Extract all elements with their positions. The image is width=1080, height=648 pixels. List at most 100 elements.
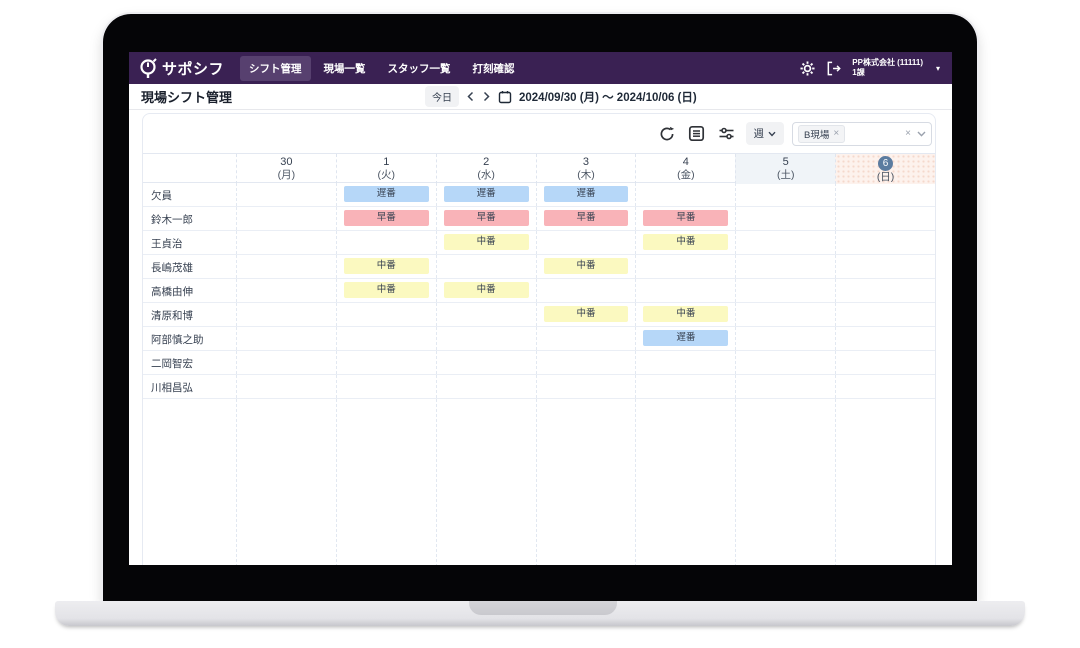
shift-cell-r2-c3[interactable] [535, 231, 636, 254]
tag-remove-icon[interactable]: × [833, 127, 840, 139]
shift-cell-r5-c0[interactable] [236, 303, 336, 326]
shift-cell-r7-c3[interactable] [535, 351, 636, 374]
list-view-icon[interactable] [686, 123, 708, 145]
shift-cell-r8-c5[interactable] [735, 375, 835, 398]
shift-cell-r0-c5[interactable] [735, 183, 835, 206]
shift-cell-r6-c1[interactable] [335, 327, 436, 350]
shift-cell-r7-c6[interactable] [835, 351, 935, 374]
shift-chip-early[interactable]: 早番 [543, 210, 629, 226]
shift-chip-mid[interactable]: 中番 [543, 258, 629, 274]
shift-chip-mid[interactable]: 中番 [543, 306, 629, 322]
shift-chip-early[interactable]: 早番 [643, 210, 729, 226]
period-select[interactable]: 週 [745, 122, 784, 145]
shift-cell-r6-c3[interactable] [535, 327, 636, 350]
nav-item-2[interactable]: スタッフ一覧 [387, 62, 451, 75]
shift-cell-r0-c3[interactable]: 遅番 [535, 183, 636, 206]
shift-cell-r5-c4[interactable]: 中番 [635, 303, 735, 326]
shift-cell-r8-c6[interactable] [835, 375, 935, 398]
shift-cell-r1-c0[interactable] [236, 207, 336, 230]
shift-cell-r7-c0[interactable] [236, 351, 336, 374]
shift-cell-r0-c2[interactable]: 遅番 [435, 183, 536, 206]
shift-chip-mid[interactable]: 中番 [443, 234, 529, 250]
shift-cell-r8-c1[interactable] [335, 375, 436, 398]
shift-cell-r3-c3[interactable]: 中番 [535, 255, 636, 278]
nav-item-0[interactable]: シフト管理 [240, 55, 311, 81]
shift-cell-r3-c1[interactable]: 中番 [335, 255, 436, 278]
day-header-5[interactable]: 5 (土) [735, 154, 836, 184]
select-caret-icon[interactable] [917, 131, 926, 137]
shift-chip-mid[interactable]: 中番 [643, 306, 729, 322]
shift-cell-r8-c3[interactable] [535, 375, 636, 398]
shift-cell-r4-c6[interactable] [835, 279, 935, 302]
shift-cell-r3-c2[interactable] [435, 255, 536, 278]
select-clear-icon[interactable]: × [905, 127, 911, 139]
day-header-1[interactable]: 1 (火) [335, 154, 436, 184]
shift-chip-early[interactable]: 早番 [443, 210, 529, 226]
shift-cell-r1-c4[interactable]: 早番 [635, 207, 735, 230]
shift-cell-r6-c6[interactable] [835, 327, 935, 350]
nav-item-1[interactable]: 現場一覧 [323, 62, 366, 75]
shift-cell-r2-c0[interactable] [236, 231, 336, 254]
shift-cell-r1-c2[interactable]: 早番 [435, 207, 536, 230]
shift-cell-r0-c1[interactable]: 遅番 [335, 183, 436, 206]
site-filter-select[interactable]: B現場 × × [792, 121, 932, 146]
shift-cell-r3-c4[interactable] [635, 255, 735, 278]
account-caret-icon[interactable]: ▾ [935, 63, 940, 73]
logout-icon[interactable] [826, 61, 842, 76]
shift-cell-r5-c6[interactable] [835, 303, 935, 326]
shift-chip-late[interactable]: 遅番 [343, 186, 429, 202]
nav-item-3[interactable]: 打刻確認 [472, 62, 515, 75]
shift-cell-r1-c5[interactable] [735, 207, 835, 230]
shift-cell-r4-c5[interactable] [735, 279, 835, 302]
shift-cell-r5-c1[interactable] [335, 303, 436, 326]
shift-cell-r5-c2[interactable] [435, 303, 536, 326]
next-week-icon[interactable] [482, 91, 491, 102]
shift-chip-early[interactable]: 早番 [343, 210, 429, 226]
shift-chip-mid[interactable]: 中番 [643, 234, 729, 250]
filter-sliders-icon[interactable] [716, 123, 738, 145]
shift-cell-r7-c1[interactable] [335, 351, 436, 374]
day-header-4[interactable]: 4 (金) [635, 154, 735, 184]
shift-cell-r4-c2[interactable]: 中番 [435, 279, 536, 302]
shift-chip-mid[interactable]: 中番 [343, 282, 429, 298]
shift-chip-mid[interactable]: 中番 [343, 258, 429, 274]
day-header-6[interactable]: 6 (日) [835, 154, 935, 184]
shift-cell-r4-c4[interactable] [635, 279, 735, 302]
shift-cell-r7-c2[interactable] [435, 351, 536, 374]
shift-cell-r4-c0[interactable] [236, 279, 336, 302]
shift-cell-r2-c4[interactable]: 中番 [635, 231, 735, 254]
shift-cell-r5-c5[interactable] [735, 303, 835, 326]
shift-cell-r7-c4[interactable] [635, 351, 735, 374]
shift-cell-r7-c5[interactable] [735, 351, 835, 374]
shift-cell-r2-c1[interactable] [335, 231, 436, 254]
app-logo[interactable]: サポシフ [139, 57, 224, 79]
today-button[interactable]: 今日 [425, 86, 459, 107]
shift-cell-r2-c5[interactable] [735, 231, 835, 254]
shift-chip-mid[interactable]: 中番 [443, 282, 529, 298]
shift-cell-r0-c0[interactable] [236, 183, 336, 206]
shift-cell-r4-c3[interactable] [535, 279, 636, 302]
account-menu[interactable]: PP株式会社 (11111) 1課 [852, 58, 923, 79]
shift-cell-r6-c4[interactable]: 遅番 [635, 327, 735, 350]
shift-cell-r3-c0[interactable] [236, 255, 336, 278]
shift-chip-late[interactable]: 遅番 [543, 186, 629, 202]
shift-cell-r6-c0[interactable] [236, 327, 336, 350]
shift-cell-r2-c6[interactable] [835, 231, 935, 254]
shift-cell-r8-c4[interactable] [635, 375, 735, 398]
shift-chip-late[interactable]: 遅番 [643, 330, 729, 346]
day-header-30[interactable]: 30 (月) [236, 154, 336, 184]
shift-cell-r5-c3[interactable]: 中番 [535, 303, 636, 326]
shift-cell-r0-c4[interactable] [635, 183, 735, 206]
shift-cell-r4-c1[interactable]: 中番 [335, 279, 436, 302]
shift-cell-r3-c6[interactable] [835, 255, 935, 278]
settings-gear-icon[interactable] [800, 60, 815, 76]
shift-cell-r1-c6[interactable] [835, 207, 935, 230]
shift-cell-r2-c2[interactable]: 中番 [435, 231, 536, 254]
shift-cell-r1-c3[interactable]: 早番 [535, 207, 636, 230]
shift-chip-late[interactable]: 遅番 [443, 186, 529, 202]
day-header-3[interactable]: 3 (木) [535, 154, 636, 184]
calendar-icon[interactable] [498, 90, 512, 104]
shift-cell-r0-c6[interactable] [835, 183, 935, 206]
refresh-icon[interactable] [656, 123, 678, 145]
prev-week-icon[interactable] [466, 91, 475, 102]
